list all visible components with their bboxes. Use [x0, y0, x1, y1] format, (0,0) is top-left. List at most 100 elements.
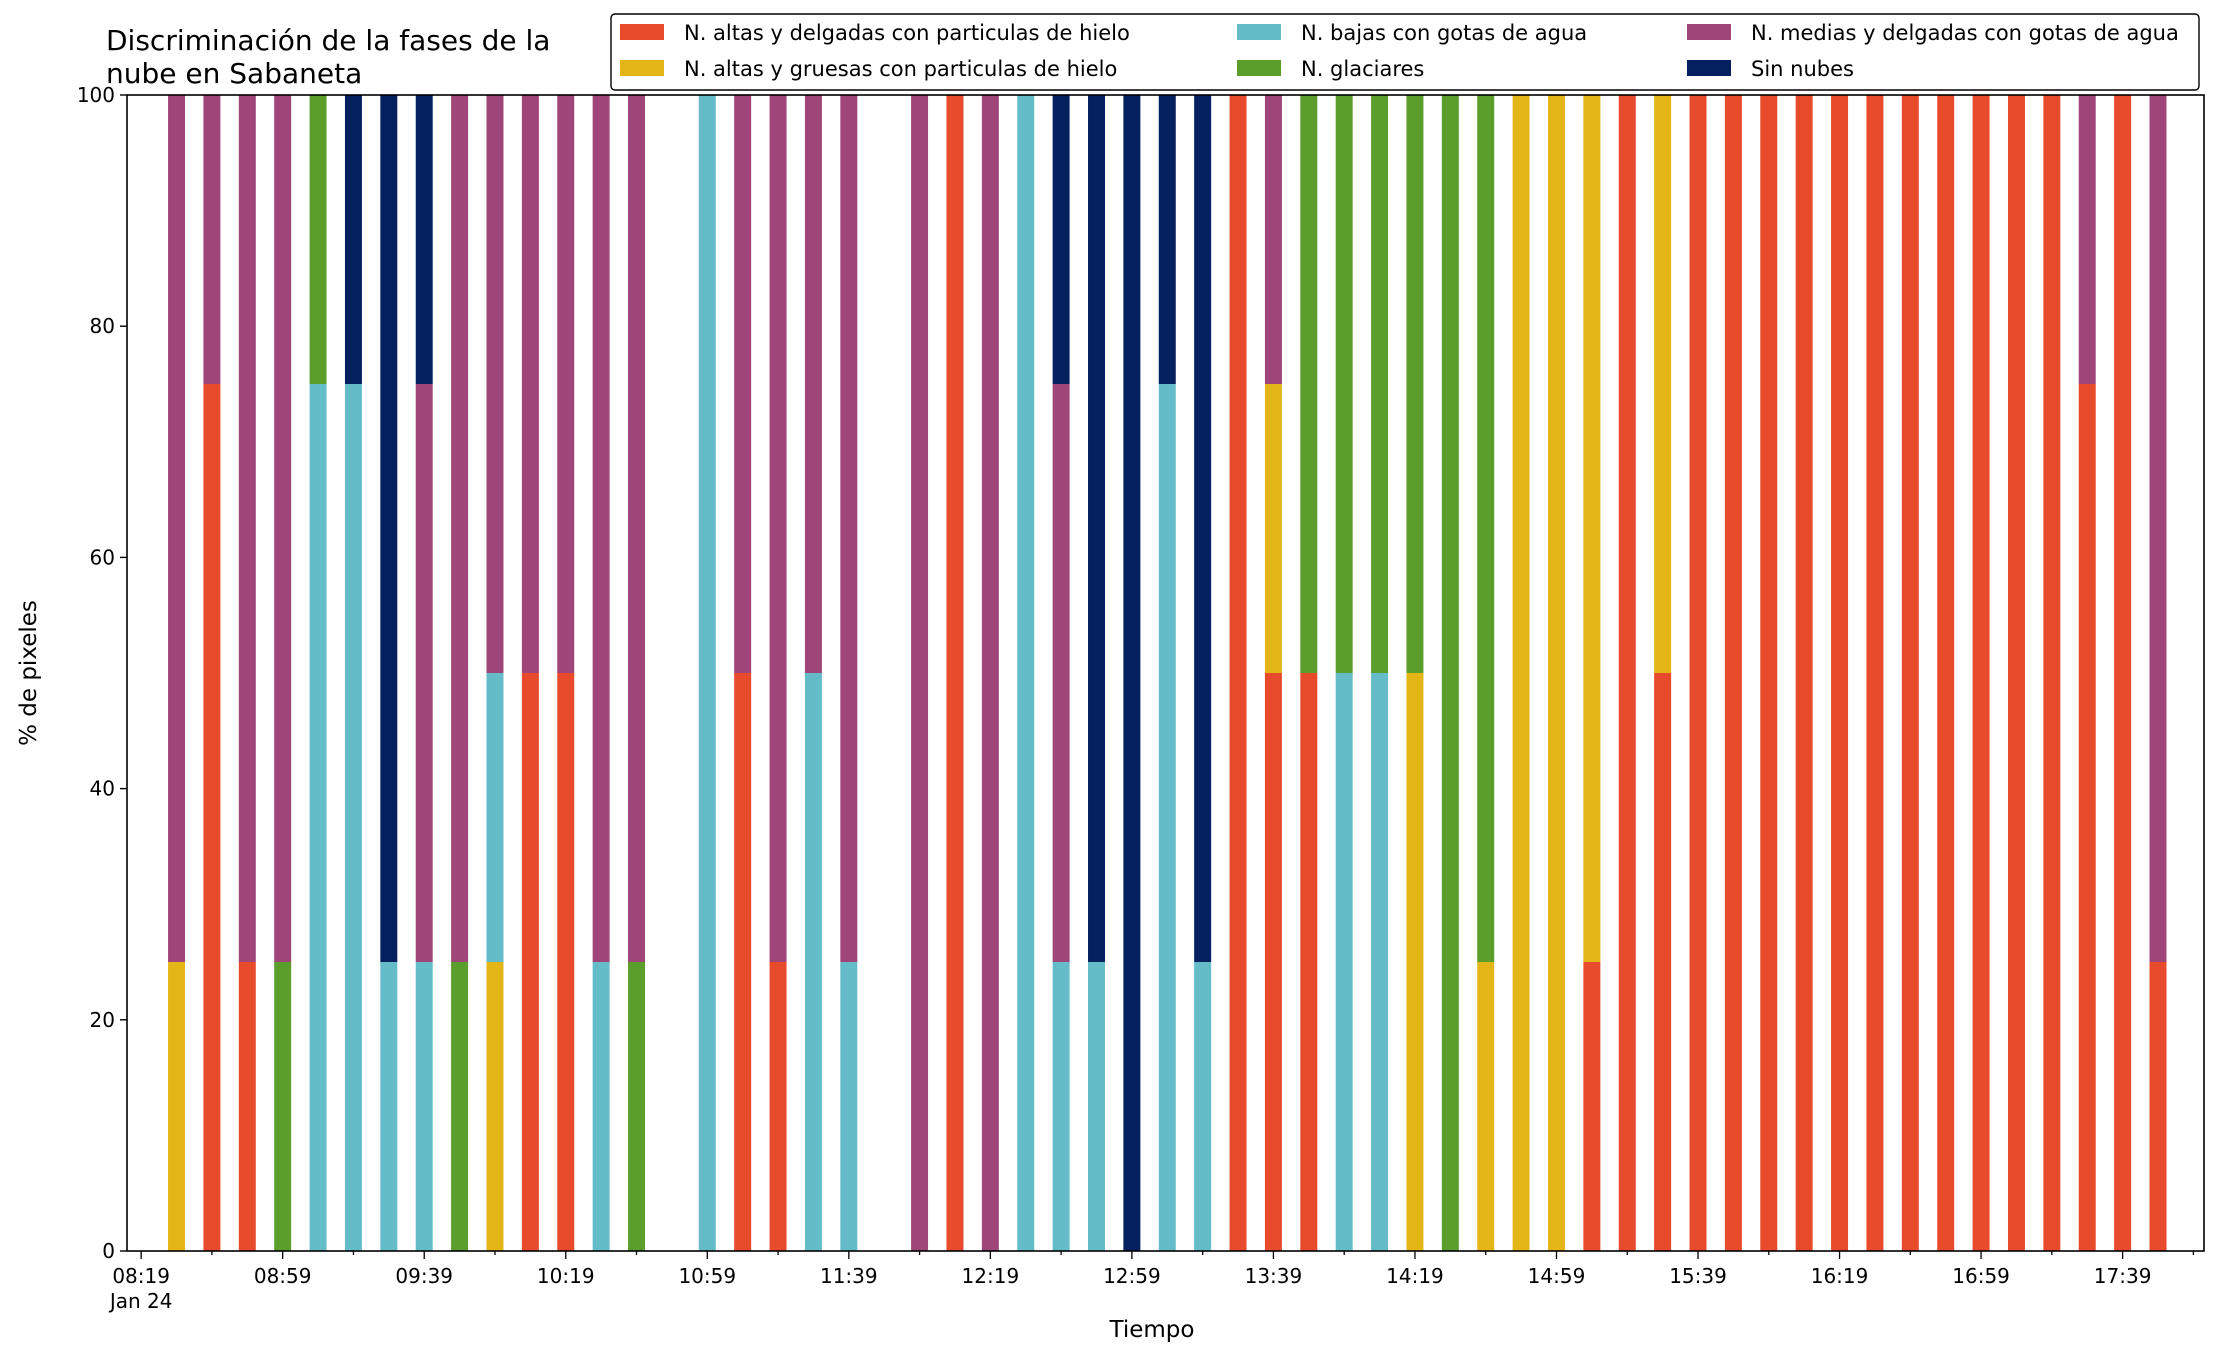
bar-segment	[415, 384, 433, 962]
legend-label: N. bajas con gotas de agua	[1301, 21, 1587, 45]
legend-label: N. medias y delgadas con gotas de agua	[1751, 21, 2179, 45]
bar-segment	[840, 95, 858, 962]
y-tick-label: 40	[90, 777, 115, 801]
legend-swatch	[1237, 24, 1281, 40]
bar-segment	[1477, 962, 1495, 1251]
chart-title-line-1: Discriminación de la fases de la	[106, 24, 550, 57]
legend-swatch	[1687, 60, 1731, 76]
x-tick-label: 10:19	[537, 1264, 595, 1288]
bar-segment	[1618, 95, 1636, 1251]
bar-segment	[1335, 95, 1353, 673]
bar-segment	[1300, 95, 1318, 673]
bar-segment	[1300, 673, 1318, 1251]
bar-segment	[1052, 384, 1070, 962]
bar-segment	[1937, 95, 1955, 1251]
bar-segment	[380, 95, 398, 962]
legend-swatch	[1687, 24, 1731, 40]
bar-segment	[981, 95, 999, 1251]
bar-segment	[557, 95, 575, 673]
bar-segment	[344, 384, 362, 1251]
bars-layer	[168, 95, 2167, 1251]
bar-segment	[1017, 95, 1035, 1251]
bar-segment	[344, 95, 362, 384]
bar-segment	[804, 673, 822, 1251]
bar-segment	[1547, 95, 1565, 1251]
x-tick-label: 10:59	[678, 1264, 736, 1288]
bar-segment	[911, 95, 929, 1251]
x-tick-label: 16:19	[1811, 1264, 1869, 1288]
bar-segment	[628, 95, 646, 962]
legend-label: N. altas y gruesas con particulas de hie…	[684, 57, 1117, 81]
bar-segment	[380, 962, 398, 1251]
bar-segment	[1194, 962, 1212, 1251]
legend: N. altas y delgadas con particulas de hi…	[610, 13, 2200, 91]
bar-segment	[1406, 95, 1424, 673]
y-tick-label: 0	[102, 1239, 115, 1263]
y-axis-label: % de pixeles	[16, 600, 42, 746]
x-tick-label: 09:39	[395, 1264, 453, 1288]
bar-segment	[2043, 95, 2061, 1251]
y-tick-label: 100	[77, 83, 115, 107]
bar-segment	[1123, 95, 1141, 1251]
bar-segment	[769, 95, 787, 962]
bar-segment	[769, 962, 787, 1251]
bar-segment	[1371, 95, 1389, 673]
bar-segment	[1795, 95, 1813, 1251]
bar-segment	[451, 962, 469, 1251]
bar-segment	[1264, 673, 1282, 1251]
y-axis: 0 20 40 60 80 100	[77, 83, 127, 1263]
bar-segment	[168, 962, 186, 1251]
x-tick-sublabel: Jan 24	[108, 1289, 173, 1313]
x-tick-label: 16:59	[1952, 1264, 2010, 1288]
bar-segment	[2078, 384, 2096, 1251]
bar-segment	[1088, 962, 1105, 1251]
bar-segment	[521, 673, 539, 1251]
bar-segment	[1441, 95, 1459, 1251]
x-tick-label: 12:59	[1103, 1264, 1161, 1288]
bar-segment	[521, 95, 539, 673]
bar-segment	[2149, 95, 2167, 962]
bar-segment	[1158, 95, 1176, 384]
bar-segment	[1264, 384, 1282, 673]
bar-segment	[1901, 95, 1919, 1251]
bar-segment	[804, 95, 822, 673]
bar-segment	[1583, 95, 1601, 962]
bar-segment	[203, 384, 221, 1251]
bar-segment	[238, 95, 256, 962]
bar-segment	[1654, 95, 1672, 673]
bar-segment	[698, 95, 716, 1251]
bar-segment	[2078, 95, 2096, 384]
bar-segment	[592, 95, 610, 962]
bar-segment	[415, 95, 433, 384]
x-tick-label: 13:39	[1245, 1264, 1303, 1288]
bar-segment	[309, 384, 327, 1251]
bar-segment	[1335, 673, 1353, 1251]
bar-segment	[274, 962, 292, 1251]
bar-segment	[734, 673, 752, 1251]
bar-segment	[557, 673, 575, 1251]
x-tick-label: 14:19	[1386, 1264, 1444, 1288]
bar-segment	[734, 95, 752, 673]
bar-segment	[1088, 95, 1105, 962]
x-tick-label: 14:59	[1528, 1264, 1586, 1288]
bar-segment	[2149, 962, 2167, 1251]
x-axis-label: Tiempo	[1109, 1317, 1195, 1343]
bar-segment	[1724, 95, 1742, 1251]
bar-segment	[1052, 95, 1070, 384]
x-tick-label: 17:39	[2094, 1264, 2152, 1288]
bar-segment	[1583, 962, 1601, 1251]
x-tick-label: 15:39	[1669, 1264, 1727, 1288]
bar-segment	[840, 962, 858, 1251]
bar-segment	[1229, 95, 1247, 1251]
legend-swatch	[1237, 60, 1281, 76]
bar-segment	[415, 962, 433, 1251]
bar-segment	[1972, 95, 1990, 1251]
chart-title: Discriminación de la fases de la nube en…	[106, 24, 559, 90]
bar-segment	[486, 673, 504, 962]
bar-segment	[203, 95, 221, 384]
bar-segment	[1654, 673, 1672, 1251]
legend-swatch	[620, 24, 664, 40]
